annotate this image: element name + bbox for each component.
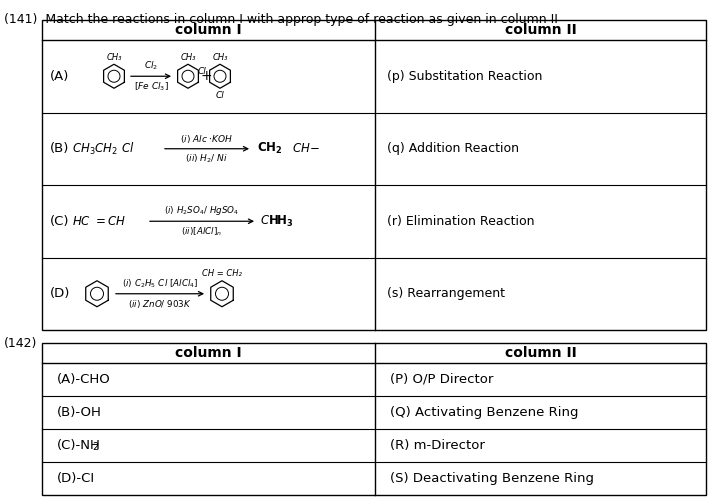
Text: (S) Deactivating Benzene Ring: (S) Deactivating Benzene Ring [390, 472, 594, 485]
Text: (Q) Activating Benzene Ring: (Q) Activating Benzene Ring [390, 406, 579, 419]
Text: column II: column II [505, 346, 577, 360]
Text: (C)-NH: (C)-NH [57, 439, 101, 452]
Text: (C): (C) [50, 215, 70, 228]
Text: (B)-OH: (B)-OH [57, 406, 102, 419]
Text: 2: 2 [92, 443, 98, 453]
Text: $CH_3CH_2\ Cl$: $CH_3CH_2\ Cl$ [72, 141, 134, 157]
Text: CH = CH₂: CH = CH₂ [202, 269, 242, 278]
Text: (s) Rearrangement: (s) Rearrangement [387, 287, 505, 300]
Text: (B): (B) [50, 142, 69, 155]
Text: $[Fe\ Cl_3]$: $[Fe\ Cl_3]$ [134, 80, 168, 93]
Text: $(i)\ Alc\ {\cdot}KOH$: $(i)\ Alc\ {\cdot}KOH$ [180, 133, 234, 145]
Text: Cl: Cl [198, 67, 207, 76]
Text: $(ii)\ H_2/\ Ni$: $(ii)\ H_2/\ Ni$ [186, 153, 229, 165]
Text: (A): (A) [50, 70, 69, 83]
Text: $(ii)[AlCl]_n$: $(ii)[AlCl]_n$ [181, 225, 222, 238]
Text: $(i)\ H_2SO_4/\ HgSO_4$: $(i)\ H_2SO_4/\ HgSO_4$ [165, 204, 239, 217]
Text: (R) m-Director: (R) m-Director [390, 439, 485, 452]
Bar [42, 20, 706, 330]
Text: +: + [200, 69, 212, 83]
Text: Cl: Cl [216, 91, 224, 100]
Text: column I: column I [175, 23, 242, 37]
Text: $(ii)\ ZnO/\ 903K$: $(ii)\ ZnO/\ 903K$ [128, 298, 192, 310]
Bar [42, 343, 706, 495]
Text: (D): (D) [50, 287, 70, 300]
Text: (D)-CI: (D)-CI [57, 472, 95, 485]
Text: CH₃: CH₃ [106, 53, 122, 62]
Text: column II: column II [505, 23, 577, 37]
Text: column I: column I [175, 346, 242, 360]
Text: (141)  Match the reactions in column I with approp type of reaction as given in : (141) Match the reactions in column I wi… [4, 13, 558, 26]
Text: $CH{-}$: $CH{-}$ [292, 142, 320, 155]
Text: (142): (142) [4, 337, 37, 350]
Text: (p) Substitation Reaction: (p) Substitation Reaction [387, 70, 542, 83]
Text: (q) Addition Reaction: (q) Addition Reaction [387, 142, 519, 155]
Text: (P) O/P Director: (P) O/P Director [390, 373, 493, 386]
Text: (A)-CHO: (A)-CHO [57, 373, 111, 386]
Text: CH₃: CH₃ [180, 53, 196, 62]
Text: (r) Elimination Reaction: (r) Elimination Reaction [387, 215, 534, 228]
Text: $(i)\ C_2H_5\ Cl\ [AlCl_4]$: $(i)\ C_2H_5\ Cl\ [AlCl_4]$ [122, 277, 198, 290]
Text: $Cl_2$: $Cl_2$ [144, 60, 158, 72]
Text: $HC\ {=}CH$: $HC\ {=}CH$ [72, 215, 126, 228]
Text: $\mathbf{CH_2}$: $\mathbf{CH_2}$ [257, 141, 283, 156]
Text: CH₃: CH₃ [212, 53, 228, 62]
Text: $C\mathbf{H\!H_3}$: $C\mathbf{H\!H_3}$ [260, 214, 293, 229]
